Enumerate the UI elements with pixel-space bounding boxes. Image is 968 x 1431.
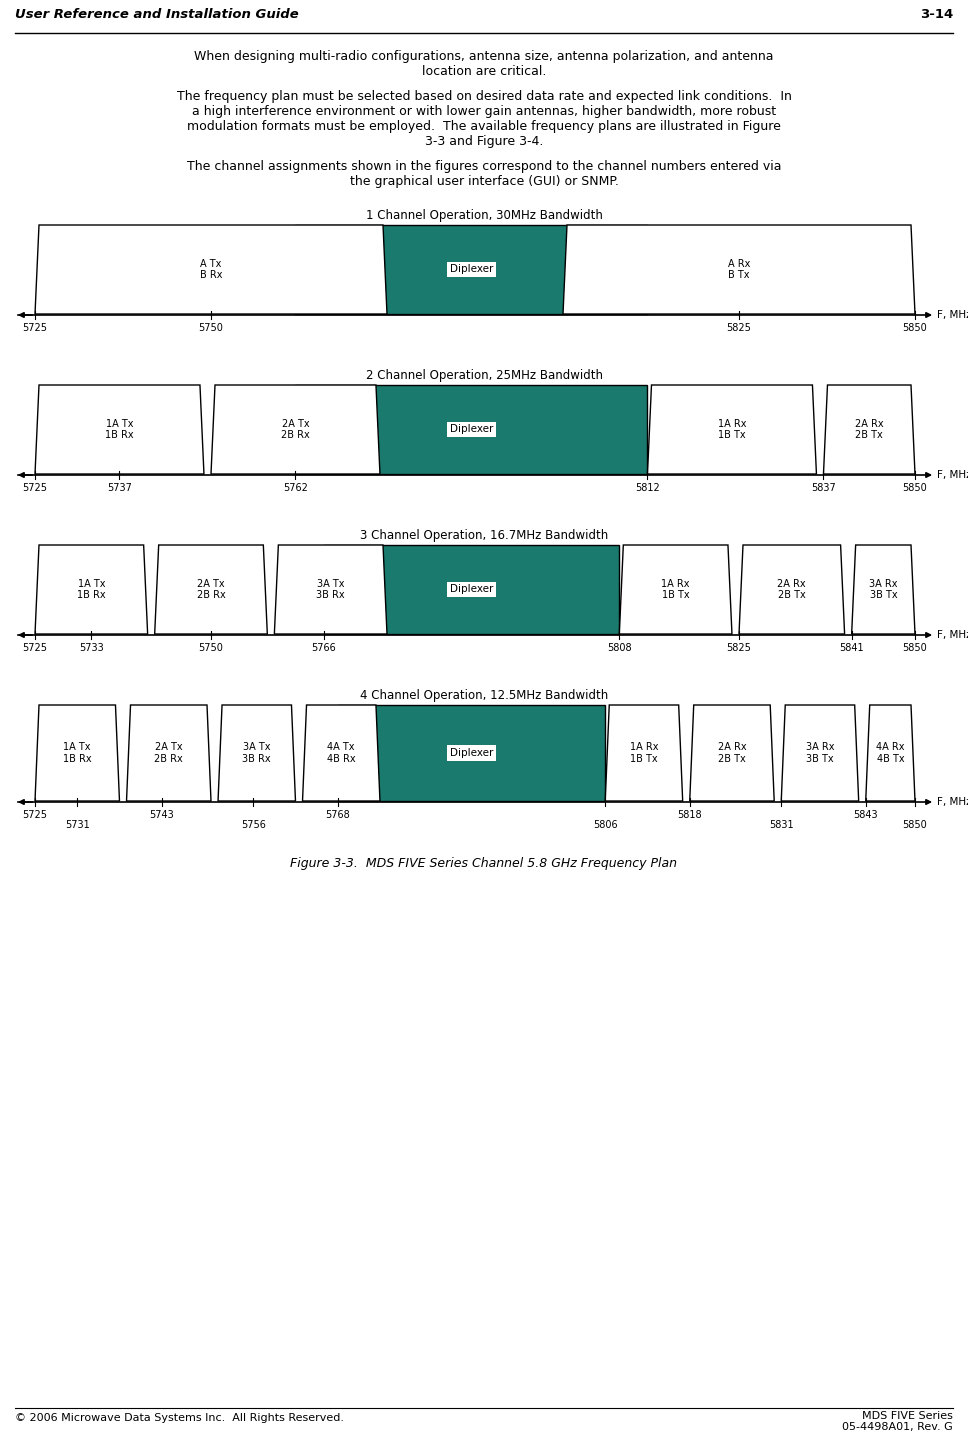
Polygon shape: [648, 385, 816, 474]
Text: 1A Rx
1B Tx: 1A Rx 1B Tx: [717, 419, 746, 441]
Text: 1A Tx
1B Rx: 1A Tx 1B Rx: [106, 419, 134, 441]
Text: When designing multi-radio configurations, antenna size, antenna polarization, a: When designing multi-radio configuration…: [195, 50, 773, 63]
Text: 2A Rx
2B Tx: 2A Rx 2B Tx: [717, 743, 746, 764]
Text: 3A Rx
3B Tx: 3A Rx 3B Tx: [805, 743, 834, 764]
Text: 1A Tx
1B Rx: 1A Tx 1B Rx: [63, 743, 92, 764]
Text: A Rx
B Tx: A Rx B Tx: [728, 259, 750, 280]
Text: modulation formats must be employed.  The available frequency plans are illustra: modulation formats must be employed. The…: [187, 120, 781, 133]
Text: 5725: 5725: [22, 643, 47, 653]
Text: 5812: 5812: [635, 484, 660, 494]
Text: The channel assignments shown in the figures correspond to the channel numbers e: The channel assignments shown in the fig…: [187, 160, 781, 173]
Text: 5808: 5808: [607, 643, 632, 653]
Text: 3-3 and Figure 3-4.: 3-3 and Figure 3-4.: [425, 135, 543, 147]
Text: Diplexer: Diplexer: [450, 748, 493, 758]
Text: 4 Channel Operation, 12.5MHz Bandwidth: 4 Channel Operation, 12.5MHz Bandwidth: [360, 688, 608, 703]
Text: 4A Tx
4B Rx: 4A Tx 4B Rx: [327, 743, 355, 764]
Text: a high interference environment or with lower gain antennas, higher bandwidth, m: a high interference environment or with …: [192, 104, 776, 117]
Text: 5766: 5766: [312, 643, 336, 653]
Polygon shape: [620, 545, 732, 634]
Text: 1 Channel Operation, 30MHz Bandwidth: 1 Channel Operation, 30MHz Bandwidth: [366, 209, 602, 222]
Text: 5850: 5850: [902, 820, 927, 830]
Text: Diplexer: Diplexer: [450, 425, 493, 435]
Bar: [295, 385, 648, 474]
Text: 2A Rx
2B Tx: 2A Rx 2B Tx: [777, 578, 806, 600]
Polygon shape: [303, 705, 380, 801]
Text: A Tx
B Rx: A Tx B Rx: [199, 259, 223, 280]
Text: 1A Tx
1B Rx: 1A Tx 1B Rx: [77, 578, 106, 600]
Polygon shape: [563, 225, 915, 313]
Polygon shape: [127, 705, 211, 801]
Text: 2A Tx
2B Rx: 2A Tx 2B Rx: [281, 419, 310, 441]
Text: 1A Rx
1B Tx: 1A Rx 1B Tx: [661, 578, 690, 600]
Polygon shape: [155, 545, 267, 634]
Polygon shape: [35, 225, 387, 313]
Text: 5825: 5825: [727, 643, 751, 653]
Text: 2A Tx
2B Rx: 2A Tx 2B Rx: [154, 743, 183, 764]
Bar: [323, 545, 620, 634]
Text: 5737: 5737: [107, 484, 132, 494]
Text: 5762: 5762: [283, 484, 308, 494]
Text: 5850: 5850: [902, 643, 927, 653]
Text: 2 Channel Operation, 25MHz Bandwidth: 2 Channel Operation, 25MHz Bandwidth: [366, 369, 602, 382]
Text: 5750: 5750: [198, 323, 224, 333]
Text: 5756: 5756: [241, 820, 265, 830]
Text: 05-4498A01, Rev. G: 05-4498A01, Rev. G: [842, 1422, 953, 1431]
Text: 5818: 5818: [678, 810, 702, 820]
Text: 5806: 5806: [593, 820, 618, 830]
Text: 5850: 5850: [902, 323, 927, 333]
Polygon shape: [35, 545, 148, 634]
Text: © 2006 Microwave Data Systems Inc.  All Rights Reserved.: © 2006 Microwave Data Systems Inc. All R…: [15, 1412, 344, 1422]
Text: 5733: 5733: [79, 643, 104, 653]
Text: 5750: 5750: [198, 643, 224, 653]
Text: the graphical user interface (GUI) or SNMP.: the graphical user interface (GUI) or SN…: [349, 175, 619, 187]
Text: 3A Tx
3B Rx: 3A Tx 3B Rx: [317, 578, 345, 600]
Text: 5850: 5850: [902, 484, 927, 494]
Polygon shape: [274, 545, 387, 634]
Text: 5825: 5825: [727, 323, 751, 333]
Polygon shape: [865, 705, 915, 801]
Polygon shape: [690, 705, 774, 801]
Polygon shape: [781, 705, 859, 801]
Text: Diplexer: Diplexer: [450, 265, 493, 275]
Polygon shape: [739, 545, 845, 634]
Text: 2A Rx
2B Tx: 2A Rx 2B Tx: [855, 419, 884, 441]
Text: F, MHz: F, MHz: [937, 630, 968, 640]
Text: 3-14: 3-14: [920, 9, 953, 21]
Text: 2A Tx
2B Rx: 2A Tx 2B Rx: [197, 578, 226, 600]
Text: location are critical.: location are critical.: [422, 64, 546, 79]
Text: F, MHz: F, MHz: [937, 797, 968, 807]
Text: F, MHz: F, MHz: [937, 311, 968, 321]
Text: 5837: 5837: [811, 484, 835, 494]
Text: 5843: 5843: [854, 810, 878, 820]
Text: 3 Channel Operation, 16.7MHz Bandwidth: 3 Channel Operation, 16.7MHz Bandwidth: [360, 529, 608, 542]
Polygon shape: [824, 385, 915, 474]
Text: Diplexer: Diplexer: [450, 584, 493, 594]
Text: F, MHz: F, MHz: [937, 469, 968, 479]
Text: 3A Tx
3B Rx: 3A Tx 3B Rx: [242, 743, 271, 764]
Text: 4A Rx
4B Tx: 4A Rx 4B Tx: [876, 743, 905, 764]
Bar: [295, 225, 648, 313]
Text: 1A Rx
1B Tx: 1A Rx 1B Tx: [630, 743, 658, 764]
Bar: [338, 705, 605, 801]
Polygon shape: [35, 705, 119, 801]
Text: 5768: 5768: [325, 810, 350, 820]
Text: MDS FIVE Series: MDS FIVE Series: [862, 1411, 953, 1421]
Text: 5725: 5725: [22, 484, 47, 494]
Text: 3A Rx
3B Tx: 3A Rx 3B Tx: [869, 578, 897, 600]
Text: 5731: 5731: [65, 820, 90, 830]
Text: 5743: 5743: [149, 810, 174, 820]
Polygon shape: [852, 545, 915, 634]
Text: 5725: 5725: [22, 323, 47, 333]
Text: Figure 3-3.  MDS FIVE Series Channel 5.8 GHz Frequency Plan: Figure 3-3. MDS FIVE Series Channel 5.8 …: [290, 857, 678, 870]
Text: User Reference and Installation Guide: User Reference and Installation Guide: [15, 9, 299, 21]
Polygon shape: [605, 705, 682, 801]
Text: The frequency plan must be selected based on desired data rate and expected link: The frequency plan must be selected base…: [176, 90, 792, 103]
Polygon shape: [35, 385, 204, 474]
Text: 5725: 5725: [22, 810, 47, 820]
Polygon shape: [218, 705, 295, 801]
Text: 5831: 5831: [769, 820, 794, 830]
Text: 5841: 5841: [839, 643, 864, 653]
Polygon shape: [211, 385, 380, 474]
